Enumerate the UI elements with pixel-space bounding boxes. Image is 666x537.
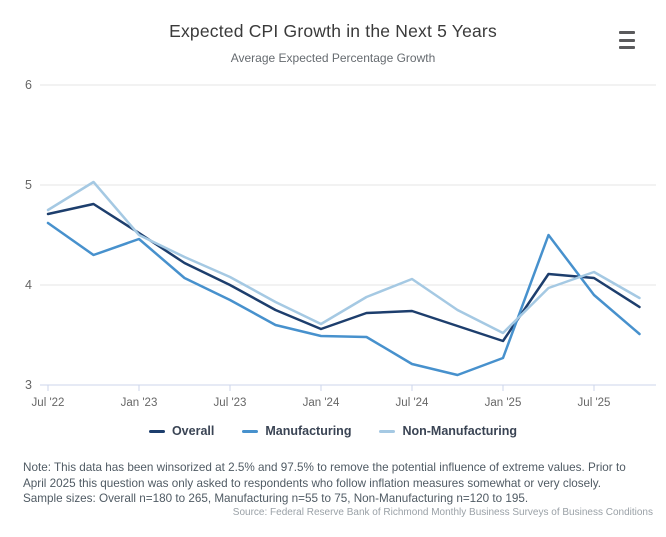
menu-bar bbox=[619, 31, 635, 34]
legend-swatch-icon bbox=[242, 429, 259, 433]
x-axis-label: Jul '25 bbox=[578, 397, 611, 409]
x-axis-label: Jul '24 bbox=[396, 397, 429, 409]
legend-label: Manufacturing bbox=[265, 424, 352, 438]
y-axis-label: 4 bbox=[25, 278, 32, 292]
x-axis-label: Jul '22 bbox=[32, 397, 65, 409]
legend-swatch-icon bbox=[148, 429, 165, 433]
legend: Overall Manufacturing Non-Manufacturing bbox=[0, 424, 666, 438]
series-line-manufacturing bbox=[46, 221, 641, 377]
menu-bar bbox=[619, 38, 635, 42]
menu-bar bbox=[619, 46, 635, 49]
x-axis-label: Jan '23 bbox=[121, 397, 158, 409]
hamburger-menu-icon[interactable] bbox=[619, 31, 639, 49]
legend-item-non-manufacturing[interactable]: Non-Manufacturing bbox=[379, 424, 517, 438]
x-axis-label: Jul '23 bbox=[214, 397, 247, 409]
y-axis-label: 6 bbox=[25, 78, 32, 92]
legend-item-overall[interactable]: Overall bbox=[148, 424, 215, 438]
series-line-non-manufacturing bbox=[46, 180, 641, 335]
y-axis-label: 5 bbox=[25, 178, 32, 192]
x-axis-label: Jan '25 bbox=[485, 397, 522, 409]
chart-subtitle: Average Expected Percentage Growth bbox=[230, 51, 436, 65]
legend-swatch-icon bbox=[379, 429, 396, 433]
legend-item-manufacturing[interactable]: Manufacturing bbox=[242, 424, 351, 438]
y-axis-label: 3 bbox=[25, 378, 32, 392]
chart-title: Expected CPI Growth in the Next 5 Years bbox=[169, 21, 497, 41]
series-line-overall bbox=[46, 202, 641, 343]
note-text: Note: This data has been winsorized at 2… bbox=[23, 461, 626, 506]
line-chart-plot-area: 3 4 5 6 Jul '22 Jan '23 Jul '23 Jan '24 Jul '24 J… bbox=[25, 78, 656, 409]
legend-label: Non-Manufacturing bbox=[402, 424, 518, 438]
x-axis-label: Jan '24 bbox=[303, 397, 340, 409]
legend-label: Overall bbox=[171, 424, 215, 438]
source-text: Source: Federal Reserve Bank of Richmond… bbox=[232, 507, 653, 518]
